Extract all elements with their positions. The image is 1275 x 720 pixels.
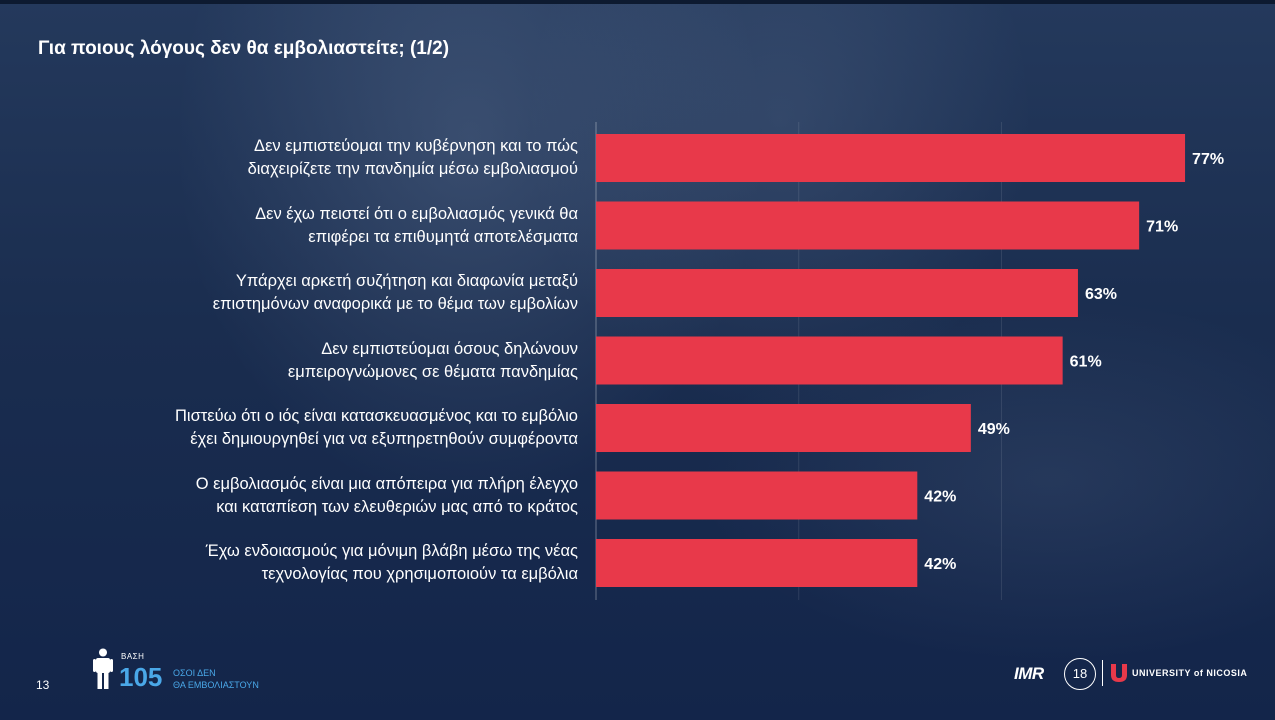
bar-value-label: 77% <box>1192 151 1224 168</box>
category-label: Ο εμβολιασμός είναι μια απόπειρα για πλή… <box>18 473 578 519</box>
category-label-line: Πιστεύω ότι ο ιός είναι κατασκευασμένος … <box>174 407 578 425</box>
imr-logo: IMR <box>1014 664 1044 683</box>
category-label-line: Υπάρχει αρκετή συζήτηση και διαφωνία μετ… <box>235 272 578 290</box>
bar-value-label: 71% <box>1146 219 1178 236</box>
slide-title: Για ποιους λόγους δεν θα εμβολιαστείτε; … <box>38 38 450 59</box>
bar-value-label: 42% <box>924 556 956 573</box>
category-label-line: τεχνολογίας που χρησιμοποιούν τα εμβόλια <box>261 565 578 583</box>
category-label-line: Δεν εμπιστεύομαι όσους δηλώνουν <box>321 339 578 358</box>
bar <box>596 471 918 520</box>
category-label: Δεν εμπιστεύομαι την κυβέρνηση και το πώ… <box>18 135 578 181</box>
base-label: ΒΑΣΗ <box>121 652 145 661</box>
category-label-line: Ο εμβολιασμός είναι μια απόπειρα για πλή… <box>195 474 578 493</box>
bar <box>596 404 971 452</box>
person-icon <box>93 648 113 689</box>
base-description: ΟΣΟΙ ΔΕΝ ΘΑ ΕΜΒΟΛΙΑΣΤΟΥΝ <box>173 667 293 691</box>
bar-value-label: 49% <box>978 421 1010 438</box>
category-label: Πιστεύω ότι ο ιός είναι κατασκευασμένος … <box>18 405 578 451</box>
category-label-line: Έχω ενδοιασμούς για μόνιμη βλάβη μέσω τη… <box>205 542 578 560</box>
category-label-line: Δεν εμπιστεύομαι την κυβέρνηση και το πώ… <box>254 137 578 155</box>
logo-divider <box>1102 660 1103 686</box>
logos: IMR 18 UNIVERSITY of NICOSIA <box>1012 656 1252 692</box>
bar <box>596 134 1186 182</box>
bar <box>596 539 918 587</box>
category-label: Έχω ενδοιασμούς για μόνιμη βλάβη μέσω τη… <box>18 540 578 586</box>
bar <box>596 336 1063 385</box>
university-mark-icon <box>1111 664 1127 682</box>
category-label-line: επιστημόνων αναφορικά με το θέμα των εμβ… <box>212 295 578 313</box>
category-label-line: διαχειρίζετε την πανδημία μέσω εμβολιασμ… <box>247 160 578 178</box>
category-label-line: επιφέρει τα επιθυμητά αποτελέσματα <box>308 227 578 246</box>
university-logo: UNIVERSITY of NICOSIA <box>1132 668 1248 678</box>
bar <box>596 269 1078 317</box>
category-label-line: Δεν έχω πειστεί ότι ο εμβολιασμός γενικά… <box>255 204 578 223</box>
base-count: 105 <box>119 662 163 692</box>
category-label: Υπάρχει αρκετή συζήτηση και διαφωνία μετ… <box>18 270 578 316</box>
bar-value-label: 61% <box>1070 354 1102 371</box>
base-desc-line2: ΘΑ ΕΜΒΟΛΙΑΣΤΟΥΝ <box>173 680 259 690</box>
category-label: Δεν έχω πειστεί ότι ο εμβολιασμός γενικά… <box>18 203 578 249</box>
category-label-line: εμπειρογνώμονες σε θέματα πανδημίας <box>287 362 578 381</box>
bar-value-label: 42% <box>924 489 956 506</box>
category-label-line: και καταπίεση των ελευθεριών μας από το … <box>216 497 578 516</box>
anniversary-seal: 18 <box>1064 658 1096 690</box>
category-label: Δεν εμπιστεύομαι όσους δηλώνουν εμπειρογν… <box>18 338 578 384</box>
page-number: 13 <box>36 678 50 692</box>
top-border <box>0 0 1275 4</box>
category-label-line: έχει δημιουργηθεί για να εξυπηρετηθούν σ… <box>190 430 578 448</box>
bar <box>596 201 1140 250</box>
bar-value-label: 63% <box>1085 286 1117 303</box>
base-desc-line1: ΟΣΟΙ ΔΕΝ <box>173 668 216 678</box>
sample-base: ΒΑΣΗ 105 ΟΣΟΙ ΔΕΝ ΘΑ ΕΜΒΟΛΙΑΣΤΟΥΝ <box>93 648 259 695</box>
